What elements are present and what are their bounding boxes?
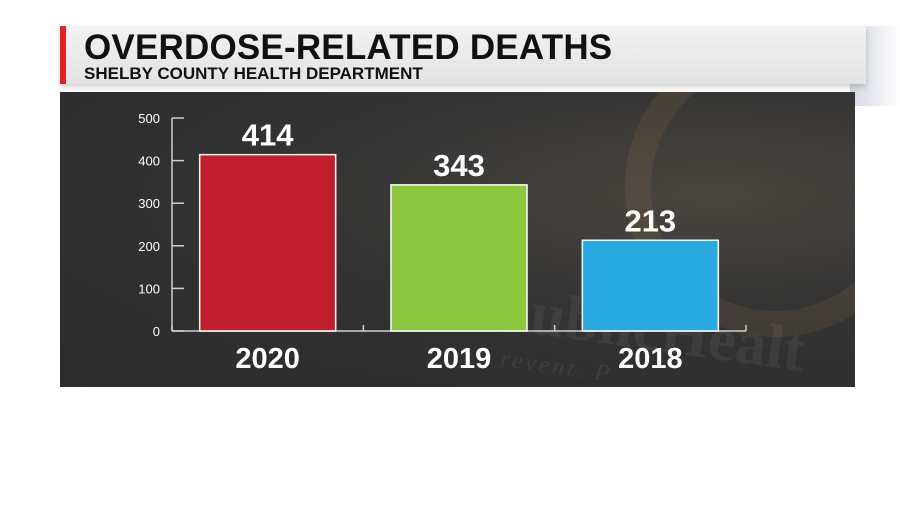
y-tick-label: 100 (138, 281, 160, 296)
data-label: 213 (624, 203, 676, 238)
y-tick-label: 300 (138, 196, 160, 211)
title-accent (60, 26, 66, 84)
chart-subtitle: SHELBY COUNTY HEALTH DEPARTMENT (84, 64, 423, 83)
category-label: 2020 (235, 343, 300, 375)
bar-2020 (198, 153, 337, 332)
y-tick-label: 400 (138, 154, 160, 169)
category-label: 2018 (618, 343, 683, 375)
chart-title: OVERDOSE-RELATED DEATHS (84, 28, 613, 67)
data-label: 414 (242, 118, 294, 153)
y-tick-label: 200 (138, 239, 160, 254)
bar-2018 (581, 239, 720, 332)
bar-2019 (390, 184, 528, 332)
y-tick-label: 0 (153, 324, 160, 339)
y-tick-label: 500 (138, 111, 160, 126)
title-bar: OVERDOSE-RELATED DEATHS SHELBY COUNTY HE… (60, 26, 866, 84)
data-label: 343 (433, 148, 485, 183)
category-label: 2019 (427, 343, 492, 375)
